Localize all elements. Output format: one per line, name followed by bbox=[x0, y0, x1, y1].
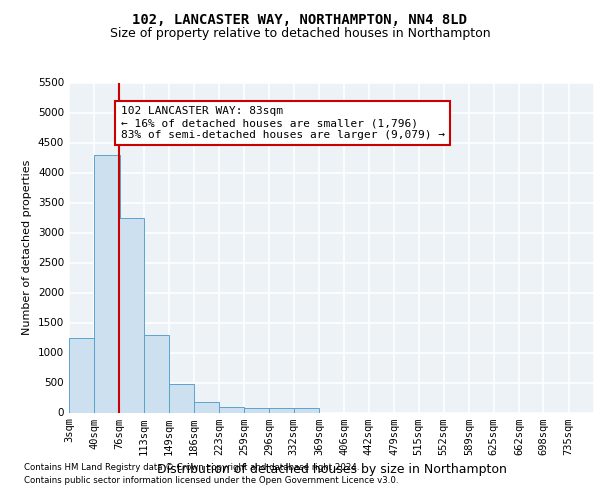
Y-axis label: Number of detached properties: Number of detached properties bbox=[22, 160, 32, 335]
Text: 102, LANCASTER WAY, NORTHAMPTON, NN4 8LD: 102, LANCASTER WAY, NORTHAMPTON, NN4 8LD bbox=[133, 12, 467, 26]
Bar bbox=[169, 384, 194, 412]
Bar bbox=[119, 218, 144, 412]
X-axis label: Distribution of detached houses by size in Northampton: Distribution of detached houses by size … bbox=[157, 463, 506, 476]
Bar bbox=[244, 408, 269, 412]
Bar bbox=[144, 334, 169, 412]
Bar bbox=[219, 406, 244, 412]
Text: 102 LANCASTER WAY: 83sqm
← 16% of detached houses are smaller (1,796)
83% of sem: 102 LANCASTER WAY: 83sqm ← 16% of detach… bbox=[121, 106, 445, 140]
Bar bbox=[69, 338, 94, 412]
Bar bbox=[194, 402, 219, 412]
Text: Size of property relative to detached houses in Northampton: Size of property relative to detached ho… bbox=[110, 28, 490, 40]
Bar bbox=[293, 408, 319, 412]
Bar bbox=[94, 154, 119, 412]
Bar bbox=[269, 408, 294, 412]
Text: Contains HM Land Registry data © Crown copyright and database right 2024.: Contains HM Land Registry data © Crown c… bbox=[24, 462, 359, 471]
Text: Contains public sector information licensed under the Open Government Licence v3: Contains public sector information licen… bbox=[24, 476, 398, 485]
